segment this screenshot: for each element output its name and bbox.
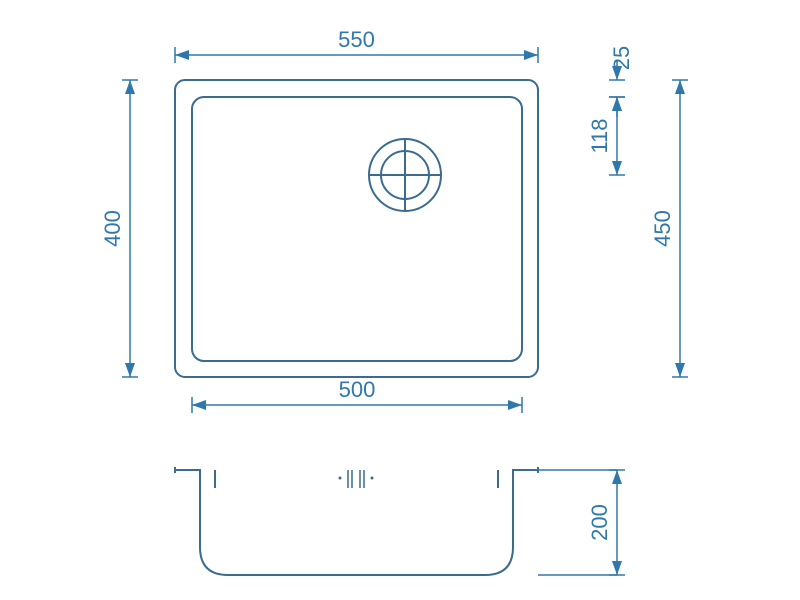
dim-550: 550: [175, 27, 538, 63]
drain-icon: [369, 139, 441, 211]
dim-25: 25: [609, 46, 634, 117]
dim-450-label: 450: [650, 210, 675, 247]
dim-400-label: 400: [100, 210, 125, 247]
dim-118-label: 118: [587, 118, 612, 153]
dim-550-label: 550: [338, 27, 375, 52]
dim-500-label: 500: [339, 377, 376, 402]
dim-400: 400: [100, 80, 138, 377]
dim-500: 500: [192, 377, 522, 413]
dim-450: 450: [650, 80, 688, 377]
sink-side-view: [175, 467, 538, 575]
dim-200-label: 200: [587, 504, 612, 541]
strainer-icon: [339, 470, 374, 488]
dim-200: 200: [538, 470, 625, 575]
